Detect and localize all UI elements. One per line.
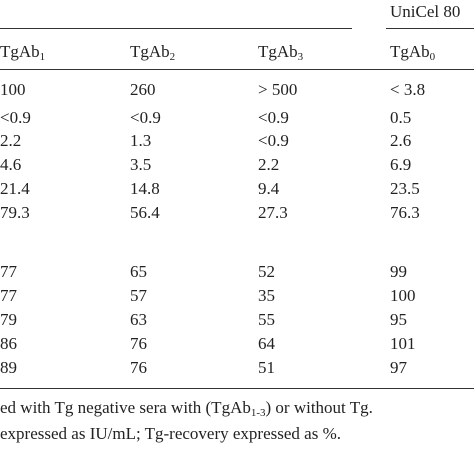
table-cell: 76 [130,358,147,377]
table-cell: 2.6 [390,131,412,150]
table-cell: 23.5 [390,179,420,198]
table-cell: 79.3 [0,203,30,222]
header-subscript: 1 [39,51,46,63]
table-cell: 9.4 [258,179,280,198]
header-subscript: 2 [169,51,176,63]
footnote-text: expressed as IU/mL; Tg-recovery expresse… [0,424,341,443]
table-cell: 6.9 [390,155,412,174]
header-subscript: 3 [297,51,304,63]
table-cell: 14.8 [130,179,160,198]
table-cell: 100 [0,80,26,99]
table-cell: 3.5 [130,155,152,174]
header-text: TgAb [258,42,298,61]
header-text: TgAb [130,42,170,61]
footnote-line: expressed as IU/mL; Tg-recovery expresse… [0,424,341,444]
table-cell: 76 [130,334,147,353]
table-cell: 99 [390,262,407,281]
header-text: TgAb [0,42,40,61]
table-cell: 260 [130,80,156,99]
column-header: TgAb2 [130,42,176,63]
group-header: UniCel 80 [390,2,461,21]
table-cell: 21.4 [0,179,30,198]
rule [0,28,352,29]
table-cell: 65 [130,262,147,281]
table-cell: < 3.8 [390,80,426,99]
table-cell: 95 [390,310,407,329]
footnote-subscript: 1-3 [250,407,266,419]
table-cell: 51 [258,358,275,377]
table-cell: 27.3 [258,203,288,222]
rule [0,69,474,70]
table-cell: <0.9 [0,108,31,127]
table-cell: <0.9 [130,108,161,127]
rule [386,28,474,29]
table-cell: 97 [390,358,407,377]
table-cell: 79 [0,310,17,329]
table-cell: 57 [130,286,147,305]
footnote-line: ed with Tg negative sera with (TgAb1-3) … [0,398,373,419]
table-cell: 100 [390,286,416,305]
table-cell: 101 [390,334,416,353]
header-subscript: 0 [429,51,436,63]
footnote-text: ed with Tg negative sera with (TgAb [0,398,251,417]
table-cell: <0.9 [258,131,289,150]
table-cell: 55 [258,310,275,329]
table-cell: <0.9 [258,108,289,127]
table-cell: 63 [130,310,147,329]
rule [0,388,474,389]
table-cell: 4.6 [0,155,22,174]
table-cell: 35 [258,286,275,305]
table-cell: 1.3 [130,131,152,150]
table-cell: 86 [0,334,17,353]
table-cell: 2.2 [258,155,280,174]
column-header: TgAb1 [0,42,46,63]
table-cell: 2.2 [0,131,22,150]
table-cell: 56.4 [130,203,160,222]
header-text: TgAb [390,42,430,61]
table-cell: 52 [258,262,275,281]
footnote-text: ) or without Tg. [265,398,373,417]
column-header: TgAb0 [390,42,436,63]
table-cell: 76.3 [390,203,420,222]
table-cell: 89 [0,358,17,377]
column-header: TgAb3 [258,42,304,63]
table-cell: 77 [0,286,17,305]
table-cell: 64 [258,334,275,353]
table-cell: > 500 [258,80,298,99]
table-cell: 0.5 [390,108,412,127]
table-cell: 77 [0,262,17,281]
